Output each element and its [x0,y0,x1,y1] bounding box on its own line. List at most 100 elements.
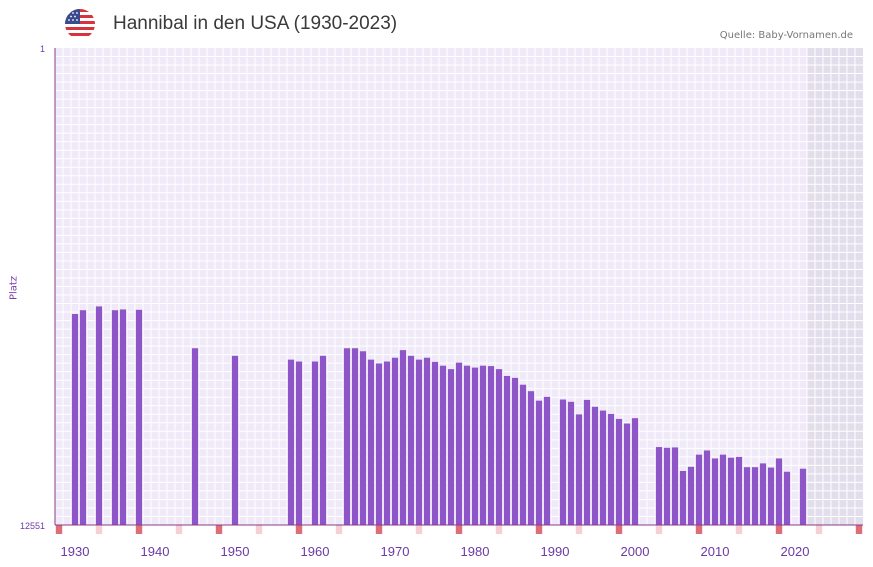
bar [479,365,487,525]
decade-marker [135,525,143,534]
bar [119,309,127,525]
x-tick-label: 1970 [381,544,410,559]
bar [767,467,775,525]
bar [759,463,767,525]
bar [191,348,199,525]
decade-marker [695,525,703,534]
bar [799,468,807,525]
y-tick-label: 12551 [20,521,45,531]
bar [679,470,687,525]
decade-marker [215,525,223,534]
bar [719,454,727,525]
bar [703,450,711,525]
decade-marker [295,525,303,534]
bar [783,471,791,525]
bar [575,414,583,525]
x-tick-label: 1950 [221,544,250,559]
bar [727,457,735,525]
bar [439,365,447,525]
decade-marker-light [815,525,823,534]
bar [687,466,695,525]
bar [359,351,367,525]
x-tick-label: 1980 [461,544,490,559]
bar [711,458,719,525]
bar [71,314,79,525]
decade-marker [55,525,63,534]
bar [583,399,591,525]
bar [79,310,87,525]
bar [543,396,551,525]
decade-marker [535,525,543,534]
x-tick-label: 2020 [781,544,810,559]
bar [367,359,375,525]
x-tick-label: 2010 [701,544,730,559]
bar [455,362,463,525]
bar [351,348,359,525]
bar [695,454,703,525]
bar [399,350,407,525]
bar [391,357,399,525]
bar [111,310,119,525]
bar [447,369,455,525]
bar [559,399,567,525]
bar [431,361,439,525]
decade-marker-light [735,525,743,534]
y-tick-label: 1 [40,44,45,54]
bar [743,467,751,525]
bar [519,384,527,525]
bar [295,361,303,525]
bar [623,423,631,525]
bar [535,400,543,525]
bar [631,418,639,525]
bar [471,367,479,525]
bar [487,366,495,525]
bar [231,355,239,525]
bar [375,363,383,525]
decade-marker [455,525,463,534]
decade-marker-light [575,525,583,534]
bar [591,406,599,525]
bar [775,458,783,525]
decade-marker-light [655,525,663,534]
x-tick-label: 1990 [541,544,570,559]
bar [463,365,471,525]
bar [663,447,671,525]
bar [599,410,607,525]
decade-marker-light [95,525,103,534]
decade-marker [615,525,623,534]
bar [423,357,431,525]
bar [287,359,295,525]
decade-marker-light [175,525,183,534]
source-credit: Quelle: Baby-Vornamen.de [719,30,853,41]
bar [511,377,519,525]
bar [751,467,759,525]
bar [527,391,535,525]
bar [311,361,319,525]
x-tick-label: 2000 [621,544,650,559]
bar [407,355,415,525]
decade-marker [775,525,783,534]
bar [95,306,103,525]
decade-marker-light [495,525,503,534]
bar [415,359,423,525]
bar [671,447,679,525]
chart-title: Hannibal in den USA (1930-2023) [113,13,398,34]
bar [343,348,351,525]
bar [607,413,615,525]
bar [495,369,503,525]
us-flag-icon [65,9,95,39]
x-tick-label: 1930 [61,544,90,559]
decade-marker-light [255,525,263,534]
bar [655,447,663,525]
bar [567,401,575,525]
bar [319,355,327,525]
decade-marker [855,525,863,534]
bar [503,375,511,525]
decade-marker-light [335,525,343,534]
bar [383,361,391,525]
x-tick-label: 1940 [141,544,170,559]
decade-marker-light [415,525,423,534]
decade-marker [375,525,383,534]
bar [735,456,743,525]
